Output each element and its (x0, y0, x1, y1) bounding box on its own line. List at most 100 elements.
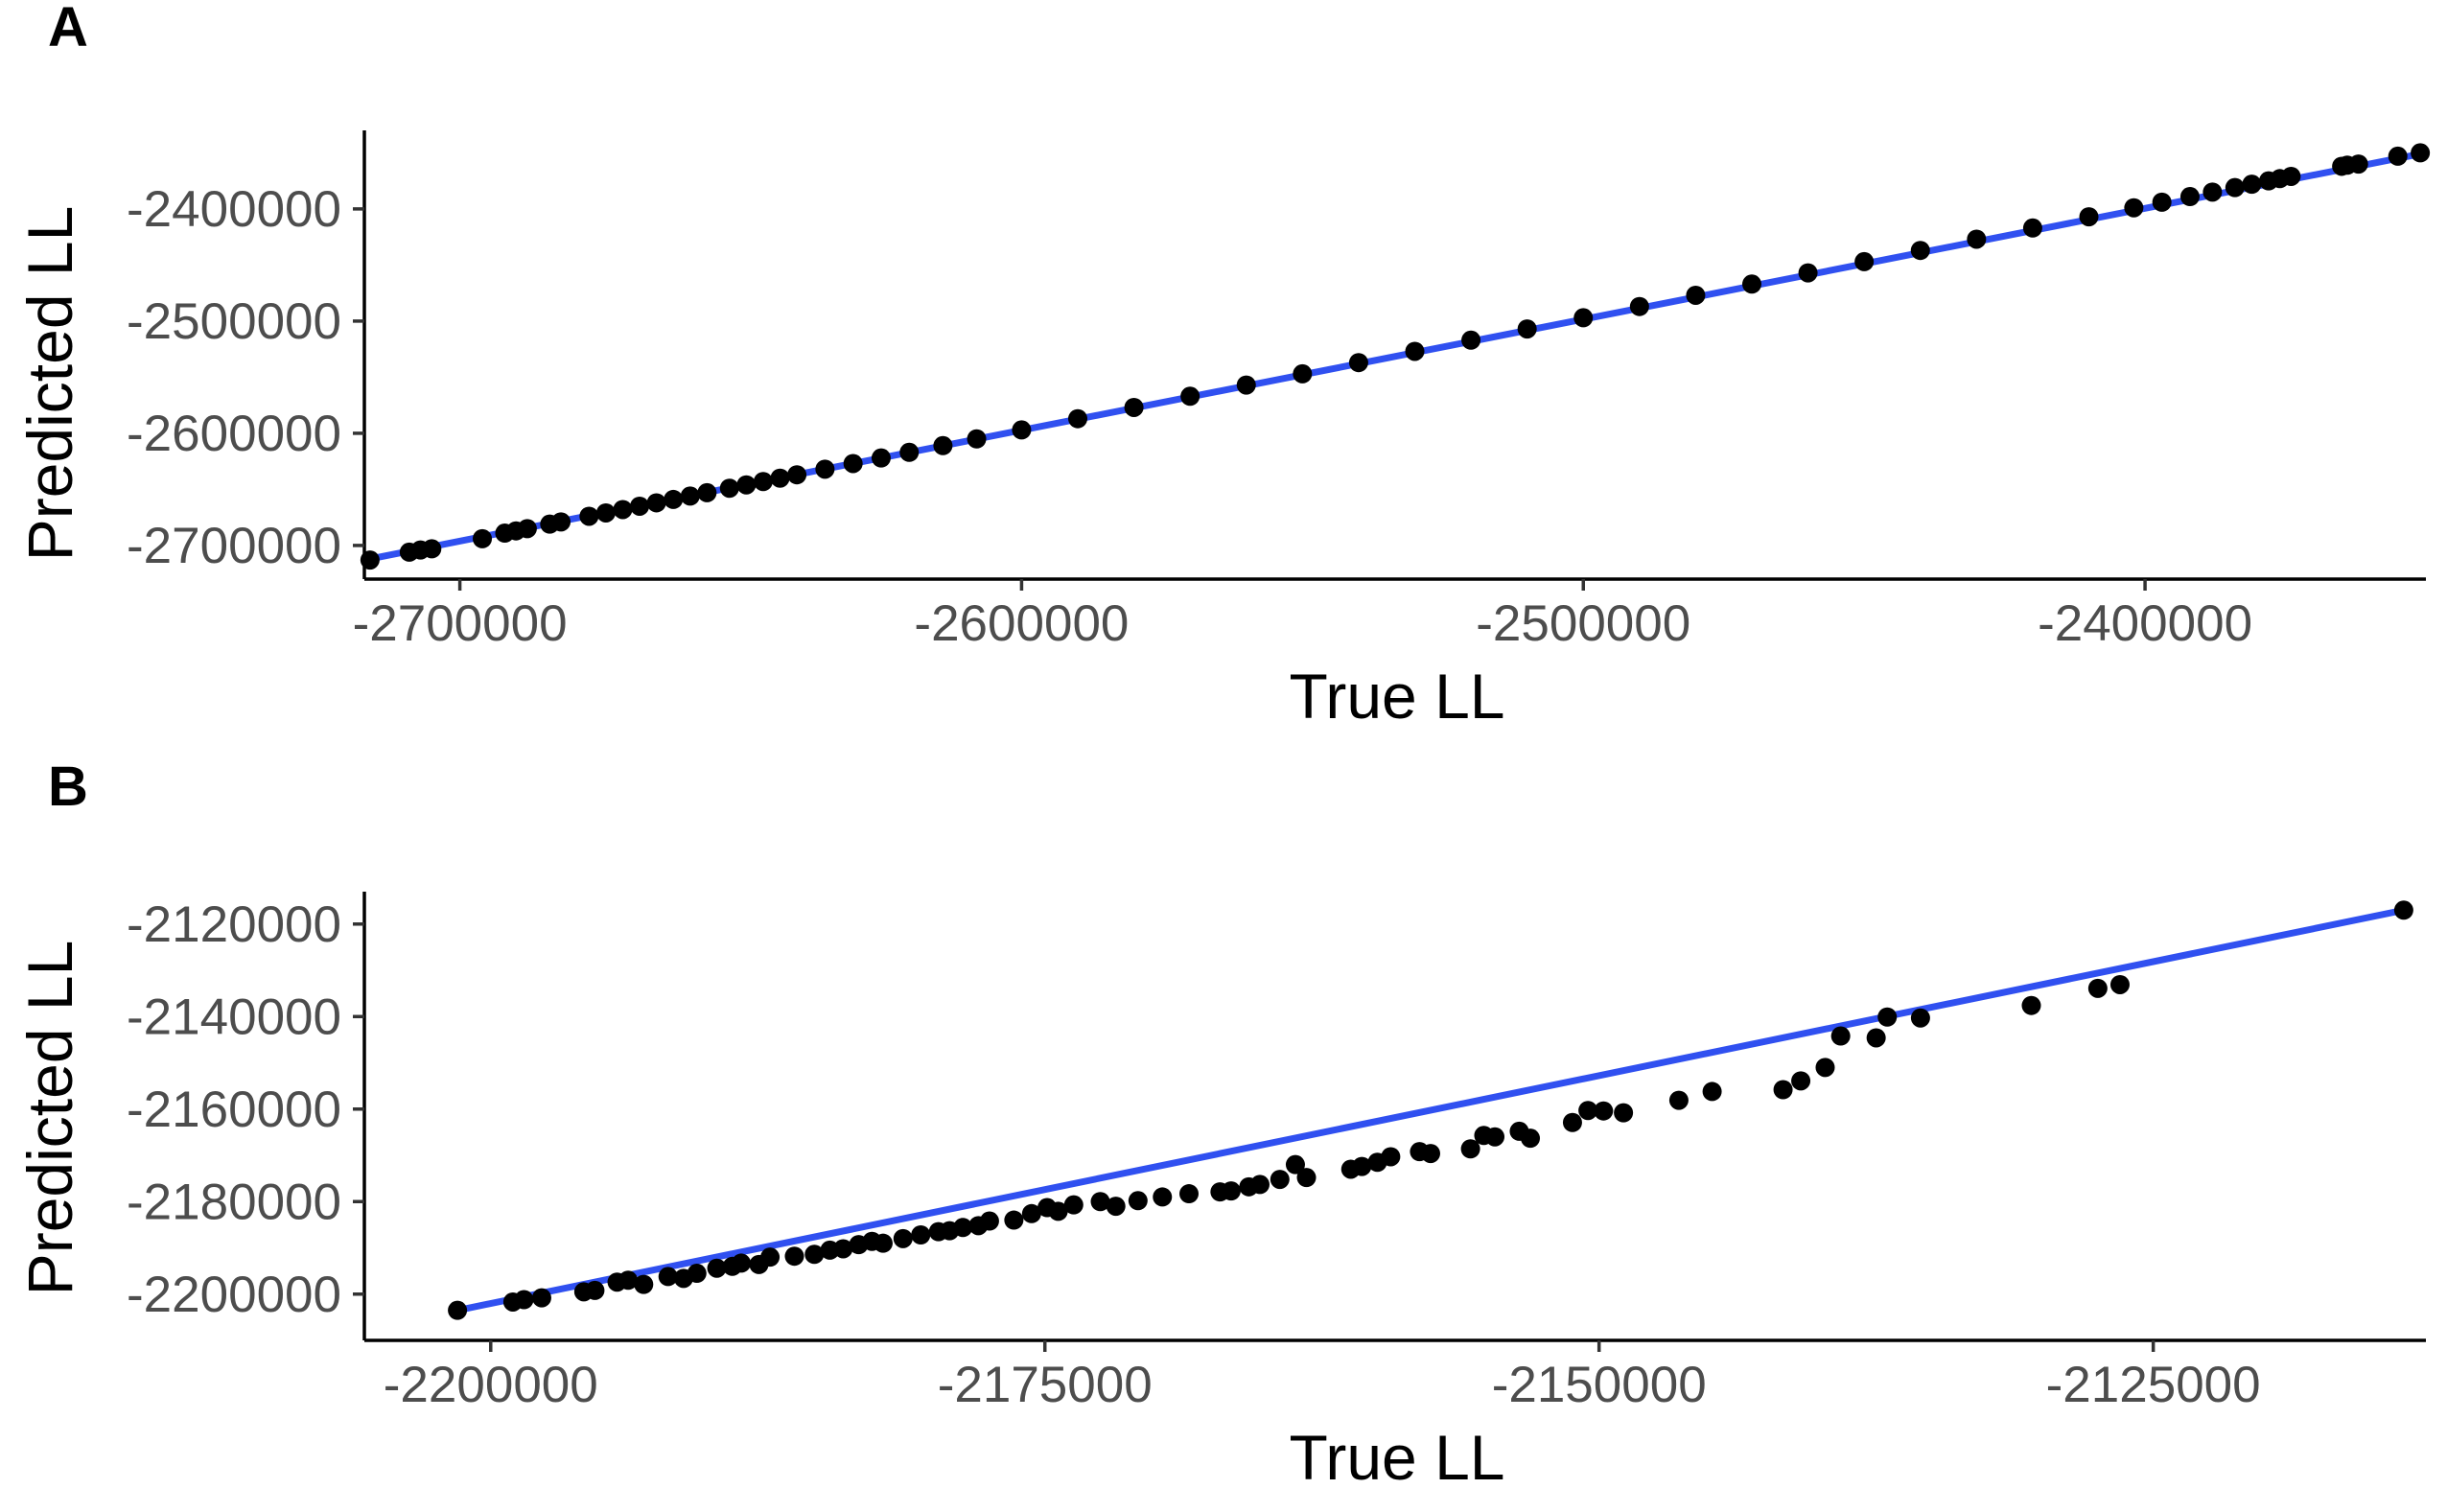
panel-b-data-point (1866, 1028, 1886, 1048)
panel-b-label: B (48, 756, 88, 818)
panel-a-data-point (1461, 330, 1481, 350)
panel-b-data-point (1381, 1147, 1401, 1167)
panel-b-data-point (1578, 1101, 1598, 1121)
panel-b-x-tick-label: -2175000 (938, 1357, 1153, 1413)
panel-a-data-point (736, 475, 757, 495)
panel-b-data-point (2021, 995, 2041, 1015)
panel-a-x-tick-label: -2600000 (914, 595, 1129, 652)
panel-a-data-point (815, 459, 835, 479)
panel-a-label: A (48, 0, 88, 58)
panel-a-y-tick-label: -2700000 (127, 518, 341, 574)
panel-a-data-point (680, 486, 700, 506)
panel-a-data-point (770, 468, 790, 488)
panel-a-data-point (787, 465, 807, 485)
panel-b-y-ticks: -2200000 -2180000 -2160000 -2140000 -2120000 (127, 896, 364, 1323)
panel-a-data-point (2388, 146, 2408, 166)
panel-b-data-point (1773, 1080, 1793, 1100)
panel-a-data-point (579, 506, 599, 526)
panel-a-points (360, 143, 2431, 570)
panel-a-data-point (2411, 143, 2431, 163)
panel-b-data-point (1285, 1154, 1305, 1175)
panel-b-data-point (618, 1270, 639, 1291)
panel-a-data-point (1236, 375, 1256, 395)
panel-a-data-point (1405, 341, 1425, 361)
panel-a-data-point (1180, 386, 1200, 407)
panel-b-data-point (1668, 1090, 1689, 1110)
panel-a-x-tick-label: -2500000 (1476, 595, 1690, 652)
panel-b-fit-line (456, 906, 2405, 1314)
panel-a: A -2700000 -2600000 -2500000 -2400000 -2700… (14, 0, 2431, 732)
panel-b-data-point (1179, 1184, 1199, 1204)
panel-b-data-point (784, 1246, 804, 1267)
panel-a-data-point (595, 502, 616, 523)
panel-b-data-point (1791, 1071, 1811, 1091)
panel-a-data-point (697, 482, 717, 502)
panel-b-y-tick-label: -2180000 (127, 1174, 341, 1230)
panel-a-data-point (2179, 187, 2200, 207)
panel-a-data-point (1686, 285, 1706, 305)
panel-b-points (448, 900, 2413, 1320)
panel-b-data-point (833, 1239, 853, 1259)
panel-a-data-point (1798, 263, 1818, 283)
panel-b-y-tick-label: -2200000 (127, 1267, 341, 1323)
panel-b-data-point (804, 1244, 825, 1265)
panel-a-y-tick-label: -2500000 (127, 293, 341, 350)
panel-b-data-point (1562, 1112, 1582, 1132)
panel-a-data-point (646, 493, 666, 513)
panel-b-y-axis-title: Predicted LL (14, 941, 85, 1296)
panel-b-data-point (1485, 1127, 1505, 1147)
panel-a-data-point (630, 496, 650, 516)
panel-b-data-point (448, 1300, 468, 1320)
panel-b-data-point (2109, 974, 2130, 994)
panel-a-data-point (753, 472, 773, 492)
panel-a-y-tick-label: -2400000 (127, 181, 341, 238)
panel-b-data-point (585, 1280, 605, 1300)
panel-b-data-point (707, 1258, 727, 1278)
panel-b-data-point (687, 1264, 707, 1284)
panel-b-data-point (1420, 1144, 1440, 1164)
panel-b-data-point (1106, 1197, 1126, 1217)
panel-a-data-point (967, 429, 987, 449)
panel-a-y-tick-label: -2600000 (127, 406, 341, 462)
panel-b-data-point (732, 1253, 752, 1273)
panel-b-data-point (911, 1224, 931, 1244)
panel-b-data-point (2393, 900, 2413, 920)
panel-a-data-point (899, 442, 920, 462)
panel-a-x-tick-label: -2700000 (353, 595, 568, 652)
panel-a-data-point (2225, 177, 2245, 198)
panel-b-data-point (1614, 1103, 1634, 1123)
panel-b-data-point (760, 1247, 781, 1268)
panel-a-data-point (2124, 198, 2144, 218)
panel-a-data-point (2281, 166, 2301, 186)
panel-b-data-point (1128, 1191, 1148, 1211)
panel-b-data-point (953, 1218, 973, 1238)
panel-b-y-tick-label: -2120000 (127, 896, 341, 953)
panel-a-data-point (1068, 408, 1088, 429)
panel-b-data-point (634, 1274, 654, 1294)
panel-b-data-point (1270, 1170, 1290, 1190)
panel-a-data-point (2202, 182, 2223, 202)
panel-a-data-point (422, 539, 442, 559)
panel-b-fit-line-group (456, 906, 2405, 1314)
panel-a-data-point (719, 478, 739, 499)
panel-a-data-point (1742, 274, 1762, 294)
panel-b-data-point (1877, 1007, 1898, 1027)
panel-b-x-ticks: -2200000 -2175000 -2150000 -2125000 (384, 1340, 2261, 1413)
panel-a-data-point (2242, 174, 2262, 195)
panel-a-data-point (473, 528, 493, 548)
panel-a-data-point (2022, 218, 2042, 238)
panel-b-x-axis-title: True LL (1289, 1422, 1504, 1493)
panel-b-x-tick-label: -2150000 (1492, 1357, 1707, 1413)
panel-b-data-point (1249, 1175, 1270, 1195)
panel-a-x-ticks: -2700000 -2600000 -2500000 -2400000 (353, 579, 2252, 652)
panel-a-data-point (1910, 241, 1930, 261)
panel-b-data-point (893, 1228, 913, 1248)
panel-a-data-point (613, 500, 633, 520)
panel-b-data-point (1521, 1128, 1541, 1149)
panel-a-data-point (1293, 363, 1313, 384)
panel-b-data-point (1910, 1008, 1930, 1028)
panel-a-data-point (1854, 251, 1875, 271)
panel-a-data-point (551, 512, 571, 532)
panel-a-data-point (517, 519, 537, 539)
panel-b-data-point (658, 1267, 678, 1287)
